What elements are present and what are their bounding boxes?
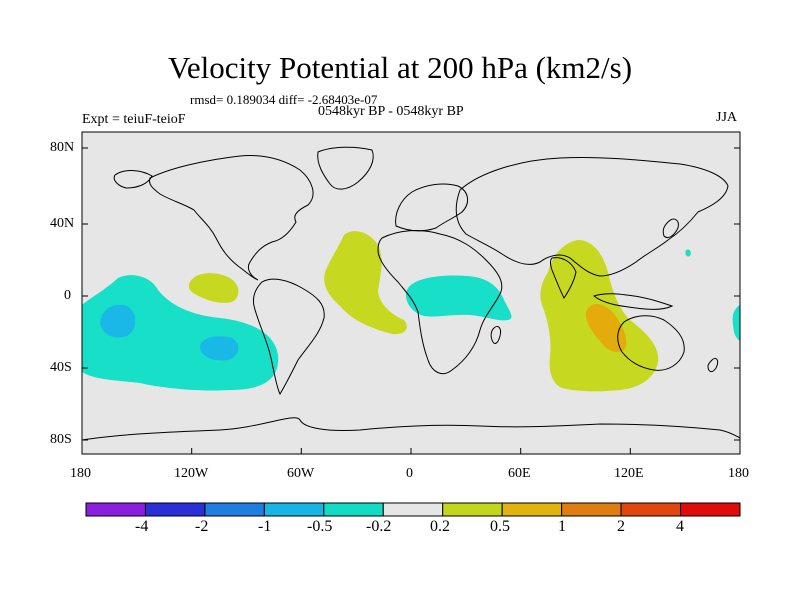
negative-core-east-pacific [200, 336, 239, 361]
colorbar-swatch [442, 502, 503, 517]
map-title: Velocity Potential at 200 hPa (km2/s) [167, 50, 633, 85]
coastline-japan [662, 218, 679, 239]
colorbar-label: 1 [558, 518, 566, 535]
colorbar-swatch [323, 502, 384, 517]
contour-fills [82, 231, 740, 392]
coastline-south-america [253, 278, 325, 396]
colorbar-label: -4 [135, 518, 149, 535]
lat-label-0: 0 [64, 288, 71, 303]
experiment-label: Expt = teiuF-teioF [82, 112, 186, 127]
coastline-africa [377, 230, 503, 375]
coastline-india [550, 257, 577, 299]
colorbar-label: 0.5 [490, 518, 510, 535]
positive-region-east-pacific [188, 273, 239, 303]
colorbar-label: -1 [258, 518, 272, 535]
coastline-europe [395, 183, 468, 232]
lon-label-180e: 180 [728, 466, 749, 481]
colorbar-label: 0.2 [430, 518, 450, 535]
coastline-alaska [113, 170, 153, 189]
negative-region-africa [405, 275, 512, 321]
colorbar-label: 4 [676, 518, 684, 535]
lat-label-80n: 80N [50, 140, 75, 155]
colorbar-swatch [144, 502, 206, 517]
lon-label-120w: 120W [174, 466, 209, 481]
coastline-asia [455, 156, 729, 277]
colorbar-label: -0.2 [366, 518, 392, 535]
colorbar-swatch [680, 502, 741, 517]
lon-label-60e: 60E [508, 466, 531, 481]
lon-label-180w: 180 [70, 466, 91, 481]
coastline-new-zealand [707, 357, 719, 373]
colorbar-swatch [382, 502, 444, 517]
colorbar-swatch [263, 502, 325, 517]
coastlines [82, 146, 740, 441]
coastline-madagascar [490, 325, 501, 344]
coastline-north-america [149, 155, 314, 281]
colorbar-label: -2 [195, 518, 209, 535]
tick-marks [81, 147, 741, 454]
negative-region-pacific [82, 275, 279, 391]
negative-core-west-pacific [100, 304, 136, 338]
season-label: JJA [716, 110, 738, 125]
lat-label-40s: 40S [50, 360, 72, 375]
colorbar-label: 2 [617, 518, 625, 535]
colorbar-swatch [561, 502, 622, 517]
negative-region-east-edge [732, 305, 740, 341]
lat-label-80s: 80S [50, 432, 72, 447]
positive-region-atlantic [324, 231, 407, 335]
coastline-greenland [317, 146, 374, 190]
lon-label-60w: 60W [287, 466, 315, 481]
negative-spot-northwest-pacific [685, 249, 691, 257]
colorbar-swatch [85, 502, 146, 517]
coastline-antarctica [82, 417, 740, 441]
lon-label-0: 0 [406, 466, 413, 481]
period-label: 0548kyr BP - 0548kyr BP [318, 104, 464, 119]
colorbar-swatch [204, 502, 265, 517]
colorbar-swatch [501, 502, 563, 517]
colorbar [85, 502, 741, 517]
stats-text: rmsd= 0.189034 diff= -2.68403e-07 [190, 92, 378, 107]
lat-label-40n: 40N [50, 216, 75, 231]
colorbar-label: -0.5 [307, 518, 333, 535]
colorbar-swatch [620, 502, 682, 517]
coastline-australia [617, 315, 685, 371]
lon-label-120e: 120E [614, 466, 644, 481]
positive-core-indian-ocean [585, 304, 627, 352]
coastline-indonesia [592, 293, 674, 310]
